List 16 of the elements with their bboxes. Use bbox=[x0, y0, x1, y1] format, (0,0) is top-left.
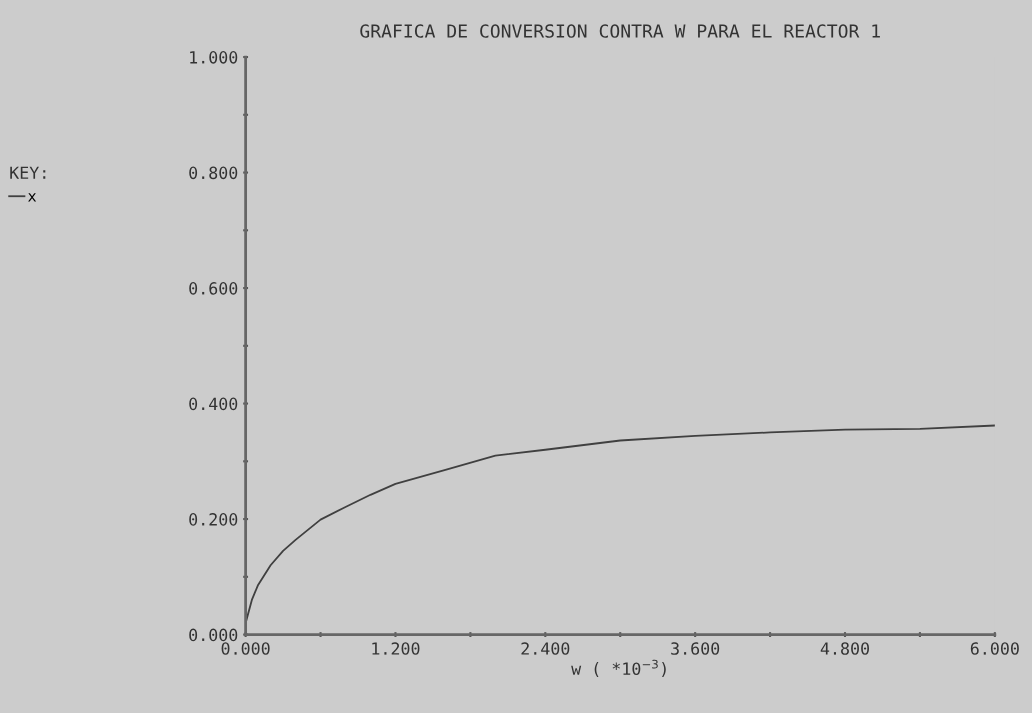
x-tick-label: 2.400 bbox=[521, 642, 570, 655]
y-tick-label: 0.800 bbox=[189, 166, 238, 180]
y-tick-label: 0.200 bbox=[189, 513, 238, 526]
y-tick-label: 1.000 bbox=[190, 51, 238, 64]
x-tick-label: 4.800 bbox=[820, 642, 870, 655]
chart-title: GRAFICA DE CONVERSION CONTRA W PARA EL REACTOR 1 bbox=[360, 24, 880, 38]
y-tick-label: 0.400 bbox=[189, 397, 238, 411]
legend-label: x bbox=[28, 193, 37, 202]
x-axis-title: w ( *10$^{−3}$) bbox=[571, 659, 666, 677]
y-tick-label: 0.000 bbox=[189, 628, 238, 642]
x-tick-label: 3.600 bbox=[671, 642, 720, 655]
legend-title: KEY: bbox=[10, 166, 46, 179]
x-tick-label: 1.200 bbox=[372, 642, 420, 655]
x-tick-label: 0.000 bbox=[221, 642, 270, 655]
y-tick-label: 0.600 bbox=[189, 282, 238, 295]
x-tick-label: 6.000 bbox=[970, 642, 1019, 655]
